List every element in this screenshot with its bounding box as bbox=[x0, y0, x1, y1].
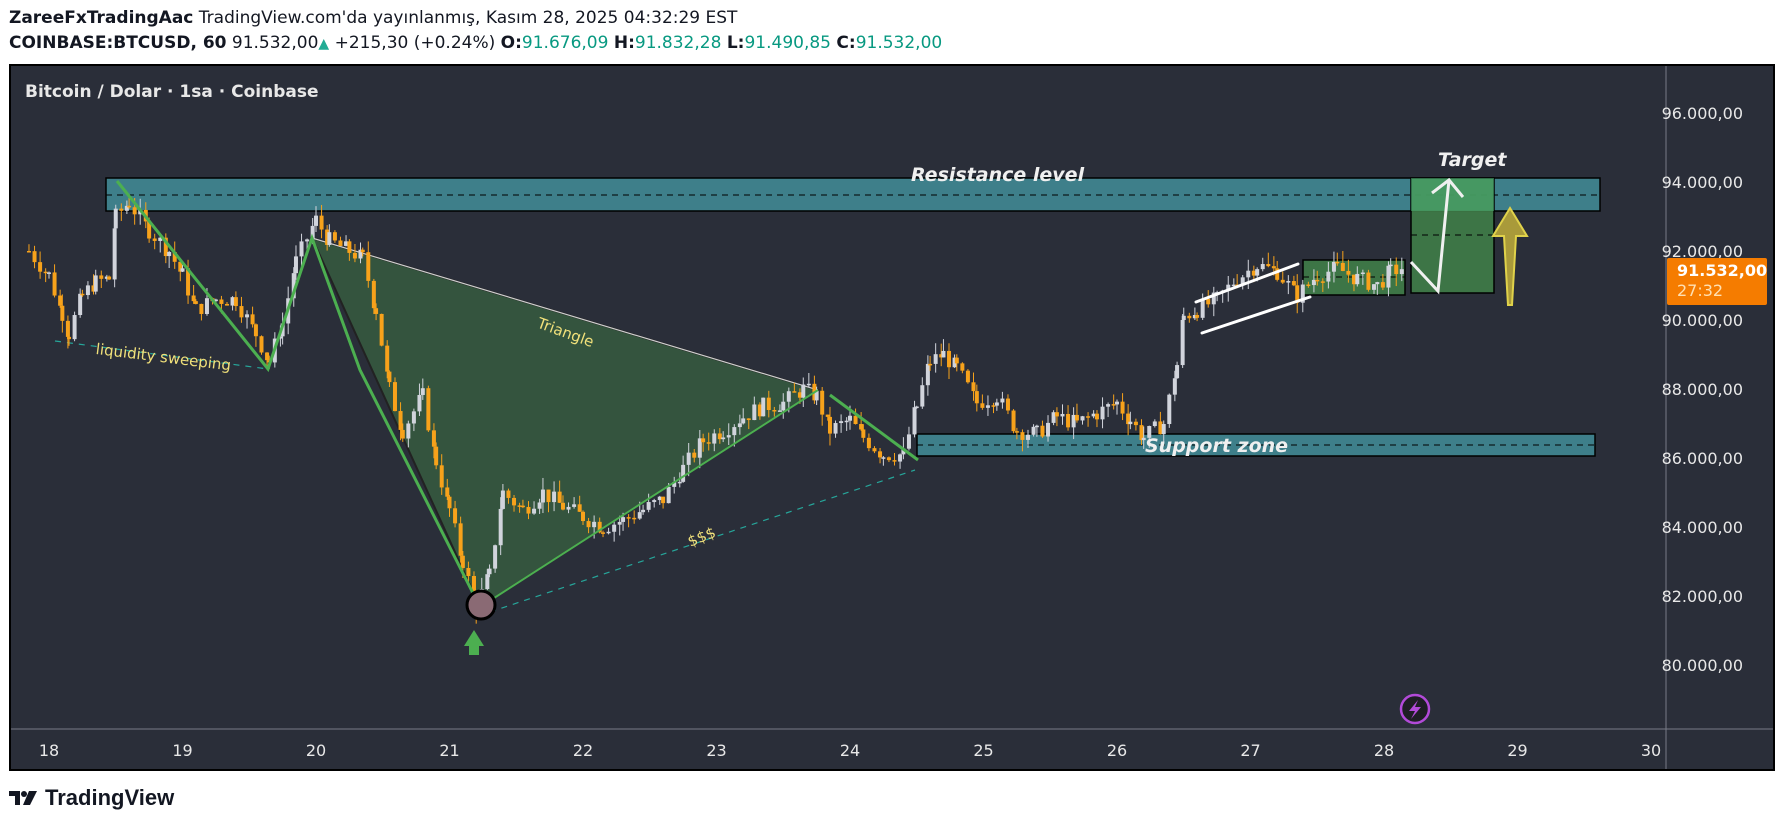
low-label: L: bbox=[726, 33, 745, 53]
price-tick: 96.000,00 bbox=[1661, 104, 1743, 123]
price-tick: 92.000,00 bbox=[1661, 242, 1743, 261]
chart-title: Bitcoin / Dolar · 1sa · Coinbase bbox=[25, 82, 319, 102]
open-label: O: bbox=[500, 33, 522, 53]
last-value: 91.532,00 bbox=[231, 33, 319, 53]
tradingview-logo-icon bbox=[9, 791, 37, 805]
last-price-label: 91.532,00 27:32 bbox=[1667, 258, 1767, 305]
publish-info: ZareeFxTradingAac TradingView.com'da yay… bbox=[9, 8, 737, 28]
time-tick: 22 bbox=[572, 741, 594, 760]
brand-name: TradingView bbox=[45, 785, 175, 810]
price-tick: 90.000,00 bbox=[1661, 311, 1743, 330]
close-value: 91.532,00 bbox=[855, 33, 943, 53]
time-tick: 27 bbox=[1240, 741, 1261, 760]
time-tick: 30 bbox=[1640, 741, 1662, 760]
high-label: H: bbox=[613, 33, 635, 53]
price-tick: 82.000,00 bbox=[1661, 587, 1743, 606]
author-name[interactable]: ZareeFxTradingAac bbox=[9, 8, 194, 28]
price-tick: 84.000,00 bbox=[1661, 518, 1743, 537]
time-tick: 21 bbox=[439, 741, 460, 760]
price-tick: 80.000,00 bbox=[1661, 656, 1743, 675]
low-value: 91.490,85 bbox=[744, 33, 831, 53]
symbol-info: COINBASE:BTCUSD, 60 91.532,00▲ +215,30 (… bbox=[9, 33, 942, 53]
change-value: +215,30 (+0.24%) bbox=[334, 33, 496, 53]
time-tick: 24 bbox=[839, 741, 861, 760]
tradingview-brand[interactable]: TradingView bbox=[9, 785, 174, 811]
projection-path bbox=[1409, 179, 1451, 295]
close-label: C: bbox=[836, 33, 856, 53]
price-tick: 86.000,00 bbox=[1661, 449, 1743, 468]
time-tick: 20 bbox=[305, 741, 327, 760]
time-tick: 18 bbox=[38, 741, 60, 760]
support-label: Support zone bbox=[1145, 435, 1289, 457]
time-tick: 29 bbox=[1507, 741, 1528, 760]
time-tick: 19 bbox=[172, 741, 193, 760]
time-tick: 26 bbox=[1106, 741, 1128, 760]
bar-countdown: 27:32 bbox=[1677, 281, 1724, 300]
time-tick: 28 bbox=[1373, 741, 1395, 760]
price-tick: 94.000,00 bbox=[1661, 173, 1743, 192]
time-tick: 23 bbox=[706, 741, 727, 760]
resistance-label: Resistance level bbox=[911, 164, 1085, 186]
target-label: Target bbox=[1438, 149, 1507, 171]
open-value: 91.676,09 bbox=[521, 33, 609, 53]
time-tick: 25 bbox=[973, 741, 994, 760]
publish-text: TradingView.com'da yayınlanmış, Kasım 28… bbox=[198, 8, 738, 28]
chart-canvas[interactable] bbox=[11, 66, 1775, 771]
symbol: COINBASE:BTCUSD, 60 bbox=[9, 33, 227, 53]
green-up-arrow-icon bbox=[464, 630, 484, 655]
price-tick: 88.000,00 bbox=[1661, 380, 1743, 399]
yellow-up-arrow-icon bbox=[1491, 206, 1529, 306]
low-marker-circle bbox=[465, 589, 497, 621]
high-value: 91.832,28 bbox=[634, 33, 722, 53]
up-triangle-icon: ▲ bbox=[318, 36, 330, 52]
last-price-value: 91.532,00 bbox=[1677, 261, 1768, 280]
zones bbox=[105, 177, 1601, 457]
chart-pane[interactable]: Bitcoin / Dolar · 1sa · Coinbase 96.000,… bbox=[9, 64, 1775, 771]
